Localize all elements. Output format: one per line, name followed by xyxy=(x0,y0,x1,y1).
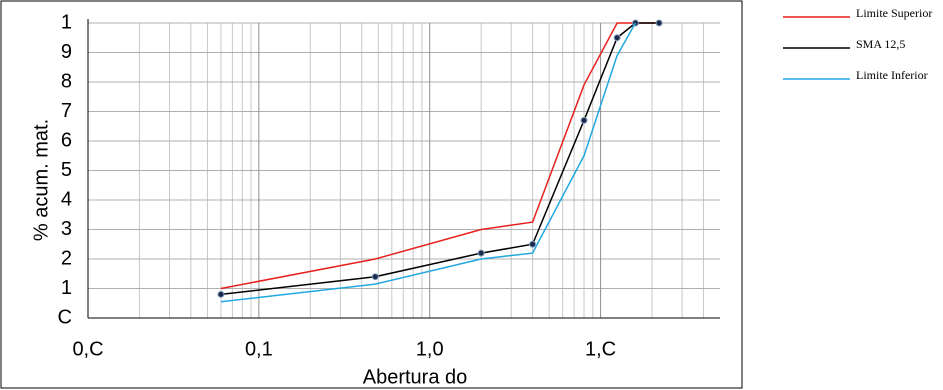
y-axis-label: % acum. mat. xyxy=(30,119,52,241)
y-tick-label: 3 xyxy=(61,218,72,240)
x-tick-label: 0,C xyxy=(72,338,103,360)
x-tick-label: 1,C xyxy=(585,338,616,360)
data-point xyxy=(655,19,663,27)
y-tick-label: 6 xyxy=(61,129,72,151)
y-tick-label: 4 xyxy=(61,188,72,210)
y-tick-label: 8 xyxy=(61,70,72,92)
legend-label: Limite Superior xyxy=(856,6,932,20)
y-tick-label: 9 xyxy=(61,41,72,63)
data-point xyxy=(529,240,537,248)
x-tick-label: 0,1 xyxy=(245,338,273,360)
data-point xyxy=(613,34,621,42)
series-line xyxy=(220,22,660,290)
series-line xyxy=(220,22,637,303)
y-tick-label: 1 xyxy=(61,11,72,33)
y-tick-label: 1 xyxy=(61,277,72,299)
y-tick-label: 7 xyxy=(61,100,72,122)
y-tick-label: C xyxy=(58,306,72,328)
data-point xyxy=(217,290,225,298)
x-tick-label: 1,0 xyxy=(416,338,444,360)
y-tick-label: 5 xyxy=(61,159,72,181)
y-tick-label: 2 xyxy=(61,247,72,269)
legend-label: SMA 12,5 xyxy=(856,37,905,51)
x-axis-label: Abertura do xyxy=(363,366,468,388)
chart-frame xyxy=(0,0,743,389)
series-line xyxy=(220,22,660,296)
data-point xyxy=(477,249,485,257)
data-point xyxy=(371,273,379,281)
legend-label: Limite Inferior xyxy=(856,68,928,82)
data-point xyxy=(580,116,588,124)
